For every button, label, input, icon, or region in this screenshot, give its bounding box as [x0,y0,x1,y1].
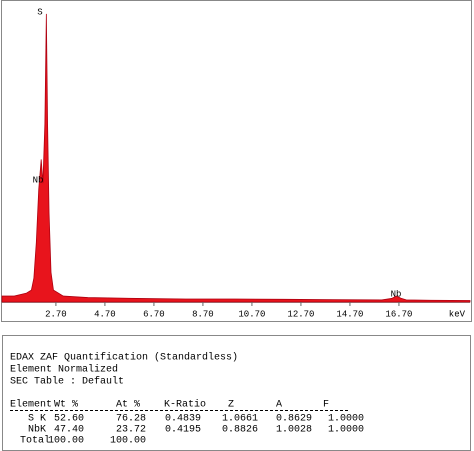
x-tick-label: 8.70 [192,309,214,319]
x-tick-label: 14.70 [336,309,363,319]
report-line: SEC Table : Default [10,376,124,388]
column-header: K-Ratio [164,399,206,411]
column-header: A [276,400,282,411]
table-cell: 0.8629 [276,414,312,425]
peak-label: S [37,7,42,17]
x-axis-label: keV [449,309,466,319]
x-tick-label: 4.70 [94,309,116,319]
table-cell: 1.0000 [328,425,364,436]
peak-label: Nb [33,175,44,185]
table-cell: Total [20,435,50,447]
report-panel [2,335,471,451]
x-tick-label: 12.70 [287,309,314,319]
peak-label: Nb [391,289,402,299]
table-cell: NbK [28,424,46,436]
spectrum [1,13,471,303]
table-cell: 52.60 [54,414,84,425]
column-header: Wt % [54,400,78,411]
report-line: Element Normalized [10,364,118,376]
table-cell: 0.8826 [222,425,258,436]
table-cell: 1.0000 [328,414,364,425]
table-cell: S K [28,414,46,425]
x-tick-label: 2.70 [45,309,67,319]
column-header: Element [10,399,52,411]
table-cell: 47.40 [54,425,84,436]
table-cell: 0.4195 [165,425,201,436]
column-header: At % [116,400,140,411]
report-line: EDAX ZAF Quantification (Standardless) [10,352,238,364]
spectrum-panel [1,0,472,322]
table-cell: 100.00 [48,436,84,447]
table-cell: 1.0028 [276,425,312,436]
table-cell: 100.00 [110,436,146,447]
x-tick-label: 6.70 [143,309,165,319]
table-cell: 76.28 [116,414,146,425]
column-header: Z [228,400,234,411]
table-cell: 23.72 [116,425,146,436]
x-tick-label: 10.70 [238,309,265,319]
table-cell: 0.4839 [165,414,201,425]
x-tick-label: 16.70 [385,309,412,319]
column-header: F [323,400,329,411]
table-cell: 1.0661 [222,414,258,425]
